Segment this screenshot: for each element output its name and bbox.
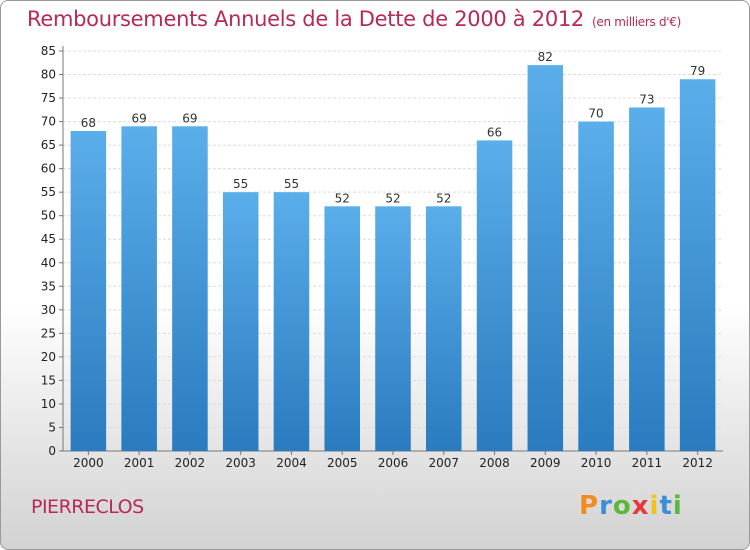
bar-value-label: 79 (690, 64, 705, 78)
x-tick-label: 2005 (327, 456, 358, 470)
bar (629, 107, 665, 452)
title-text: Remboursements Annuels de la Dette de 20… (27, 7, 584, 31)
y-tick-label: 35 (41, 279, 56, 293)
y-tick-label: 25 (41, 326, 56, 340)
y-tick-label: 60 (41, 162, 56, 176)
chart-title: Remboursements Annuels de la Dette de 20… (27, 7, 681, 31)
logo-letter: t (659, 491, 673, 521)
unit-label: (en milliers d'€) (592, 15, 682, 29)
proxiti-logo: Proxiti (579, 491, 683, 521)
x-tick-label: 2012 (682, 456, 713, 470)
bar-value-label: 66 (487, 125, 502, 139)
y-tick-label: 15 (41, 373, 56, 387)
y-tick-label: 10 (41, 397, 56, 411)
y-tick-label: 40 (41, 256, 56, 270)
bar-value-label: 55 (233, 177, 248, 191)
x-tick-label: 2006 (378, 456, 409, 470)
logo-letter: P (579, 491, 600, 521)
bar-value-label: 73 (639, 92, 654, 106)
commune-name: PIERRECLOS (31, 496, 144, 518)
bar (375, 206, 411, 451)
y-tick-label: 65 (41, 138, 56, 152)
y-tick-label: 0 (48, 444, 56, 458)
bar-value-label: 69 (132, 111, 147, 125)
x-tick-label: 2001 (124, 456, 155, 470)
y-tick-label: 20 (41, 350, 56, 364)
bar-value-label: 70 (588, 107, 603, 121)
y-tick-label: 30 (41, 303, 56, 317)
y-tick-label: 55 (41, 185, 56, 199)
logo-letter: i (649, 491, 660, 521)
bar-value-label: 52 (385, 191, 400, 205)
bar (273, 192, 310, 452)
bar (527, 65, 564, 451)
logo-letter: o (612, 491, 632, 521)
x-tick-label: 2004 (276, 456, 307, 470)
x-tick-label: 2003 (225, 456, 256, 470)
plot-area: 0 5 10 15 20 25 30 35 40 45 50 55 60 65 70 75 80 85 68 2000… (41, 44, 723, 470)
bar-value-label: 52 (335, 191, 350, 205)
x-tick-label: 2009 (530, 456, 561, 470)
logo-letter: i (672, 491, 683, 521)
y-tick-label: 70 (41, 115, 56, 129)
bar (426, 206, 462, 451)
y-tick-label: 5 (48, 420, 56, 434)
bar-value-label: 52 (436, 191, 451, 205)
bar (222, 192, 259, 452)
bar (172, 126, 208, 451)
x-tick-label: 2008 (479, 456, 510, 470)
y-tick-label: 80 (41, 68, 56, 82)
y-tick-label: 45 (41, 232, 56, 246)
bar-value-label: 69 (182, 111, 197, 125)
bar (70, 131, 107, 451)
bar (324, 206, 360, 451)
bar-value-label: 68 (81, 116, 96, 130)
bar-value-label: 82 (538, 50, 553, 64)
y-tick-label: 85 (41, 44, 56, 58)
bar (476, 140, 513, 452)
x-tick-label: 2002 (175, 456, 206, 470)
x-tick-label: 2011 (632, 456, 663, 470)
y-tick-label: 50 (41, 209, 56, 223)
y-tick-label: 75 (41, 91, 56, 105)
bar-value-label: 55 (284, 177, 299, 191)
bar (679, 79, 716, 451)
x-tick-label: 2000 (73, 456, 104, 470)
logo-letter: x (631, 491, 650, 521)
bar (578, 121, 614, 452)
x-tick-label: 2010 (581, 456, 612, 470)
x-tick-label: 2007 (428, 456, 459, 470)
logo-letter: r (599, 491, 613, 521)
bar (121, 126, 157, 451)
